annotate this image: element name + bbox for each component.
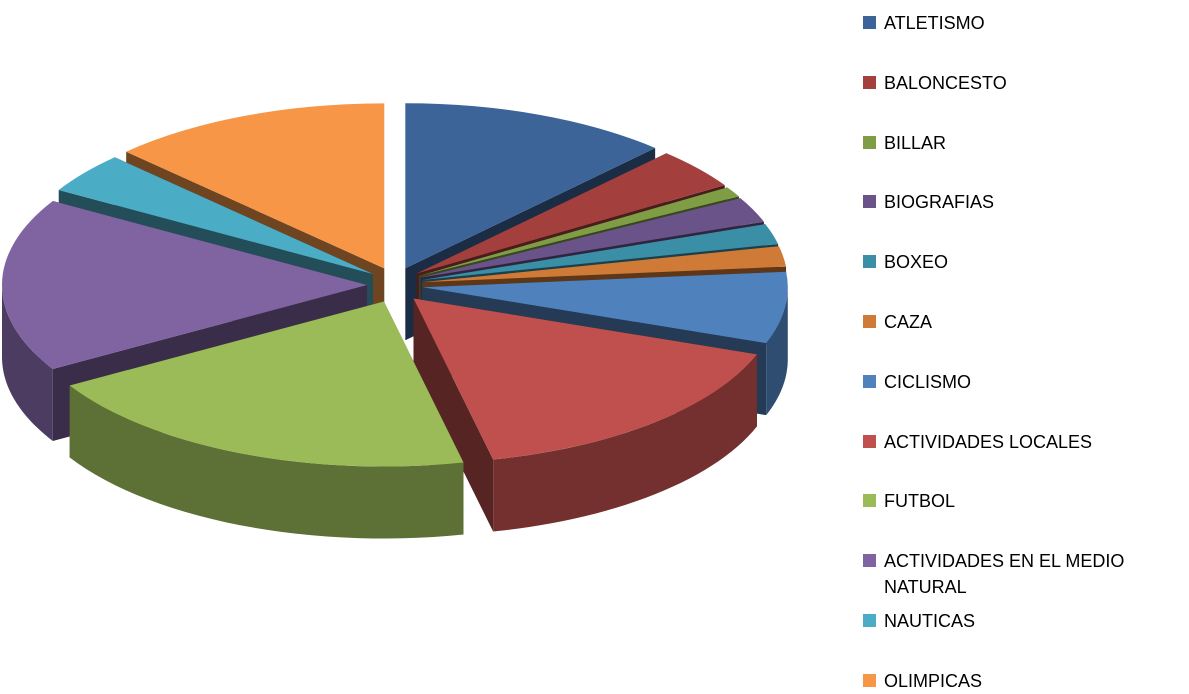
pie-slice	[2, 201, 368, 369]
legend-label: CICLISMO	[884, 371, 972, 392]
legend-label: OLIMPICAS	[884, 670, 983, 691]
pie-slice	[422, 246, 787, 283]
legend-swatch	[863, 255, 876, 269]
chart	[2, 103, 788, 539]
legend-swatch	[863, 16, 876, 29]
legend-swatch	[863, 195, 876, 209]
legend-item: BOXEO	[863, 249, 1189, 275]
legend-swatch	[863, 494, 876, 508]
legend-swatch	[863, 374, 876, 388]
legend-item: NAUTICAS	[863, 608, 1189, 634]
legend-swatch	[863, 135, 876, 149]
legend-label: NAUTICAS	[884, 611, 976, 631]
legend-item: BIOGRAFIAS	[863, 189, 1189, 215]
legend-label: BOXEO	[884, 252, 949, 273]
legend-item: BILLAR	[863, 130, 1189, 156]
pie-slice	[416, 153, 725, 274]
legend-item: CAZA	[863, 309, 1189, 335]
legend-swatch	[863, 434, 876, 448]
slice-wall	[493, 354, 757, 532]
legend-item: CICLISMO	[863, 369, 1189, 395]
legend-swatch	[863, 315, 876, 328]
slice-wall	[766, 287, 788, 416]
legend-label: BALONCESTO	[884, 72, 1007, 93]
pie-slice	[421, 224, 779, 280]
pie-slice	[419, 187, 739, 276]
legend-label: ACTIVIDADES EN EL MEDIO NATURAL	[884, 551, 1125, 598]
legend-item: FUTBOL	[863, 488, 1189, 514]
legend-swatch	[863, 554, 876, 568]
pie-slice	[420, 198, 764, 278]
legend-item: BALONCESTO	[863, 70, 1189, 96]
legend-swatch	[863, 673, 876, 687]
legend-item: ACTIVIDADES LOCALES	[863, 429, 1189, 455]
legend-label: BIOGRAFIAS	[884, 192, 995, 213]
slice-wall	[2, 285, 53, 441]
legend-label: FUTBOL	[884, 491, 956, 512]
legend-item: ATLETISMO	[863, 10, 1189, 36]
slice-side	[413, 298, 494, 532]
legend-swatch	[863, 75, 876, 89]
legend-label: ACTIVIDADES LOCALES	[884, 431, 1093, 452]
legend-label: CAZA	[884, 312, 933, 332]
pie-slice	[413, 298, 757, 460]
legend-item: ACTIVIDADES EN EL MEDIO NATURAL	[863, 548, 1189, 600]
legend-swatch	[863, 614, 876, 627]
legend-label: BILLAR	[884, 132, 947, 153]
legend-label: ATLETISMO	[884, 13, 985, 33]
pie-slice	[69, 301, 464, 467]
slice-wall	[69, 385, 464, 539]
pie-slice	[405, 103, 656, 269]
pie-slice	[58, 157, 373, 274]
legend-item: OLIMPICAS	[863, 668, 1189, 694]
pie-slice	[422, 271, 788, 344]
pie-slice	[126, 103, 385, 269]
